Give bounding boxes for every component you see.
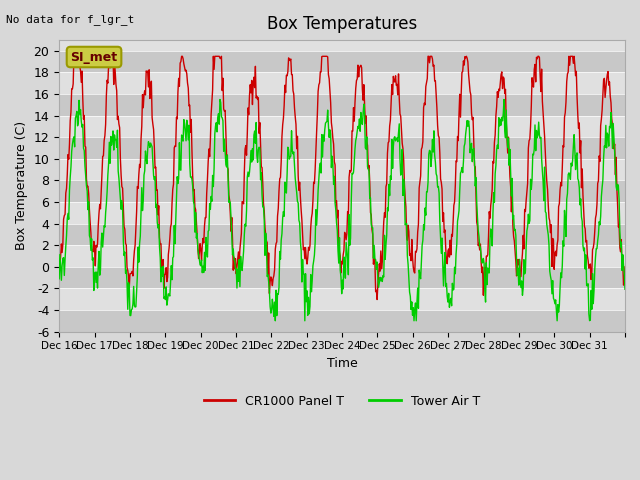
Bar — [59, 224, 625, 245]
Bar — [59, 94, 625, 116]
Bar — [59, 180, 625, 202]
Bar — [59, 310, 625, 332]
Text: SI_met: SI_met — [70, 50, 118, 63]
Legend: CR1000 Panel T, Tower Air T: CR1000 Panel T, Tower Air T — [199, 390, 485, 413]
Bar — [59, 137, 625, 159]
X-axis label: Time: Time — [326, 357, 358, 370]
Y-axis label: Box Temperature (C): Box Temperature (C) — [15, 121, 28, 251]
Bar — [59, 267, 625, 288]
Title: Box Temperatures: Box Temperatures — [267, 15, 417, 33]
Text: No data for f_lgr_t: No data for f_lgr_t — [6, 14, 134, 25]
Bar — [59, 51, 625, 72]
